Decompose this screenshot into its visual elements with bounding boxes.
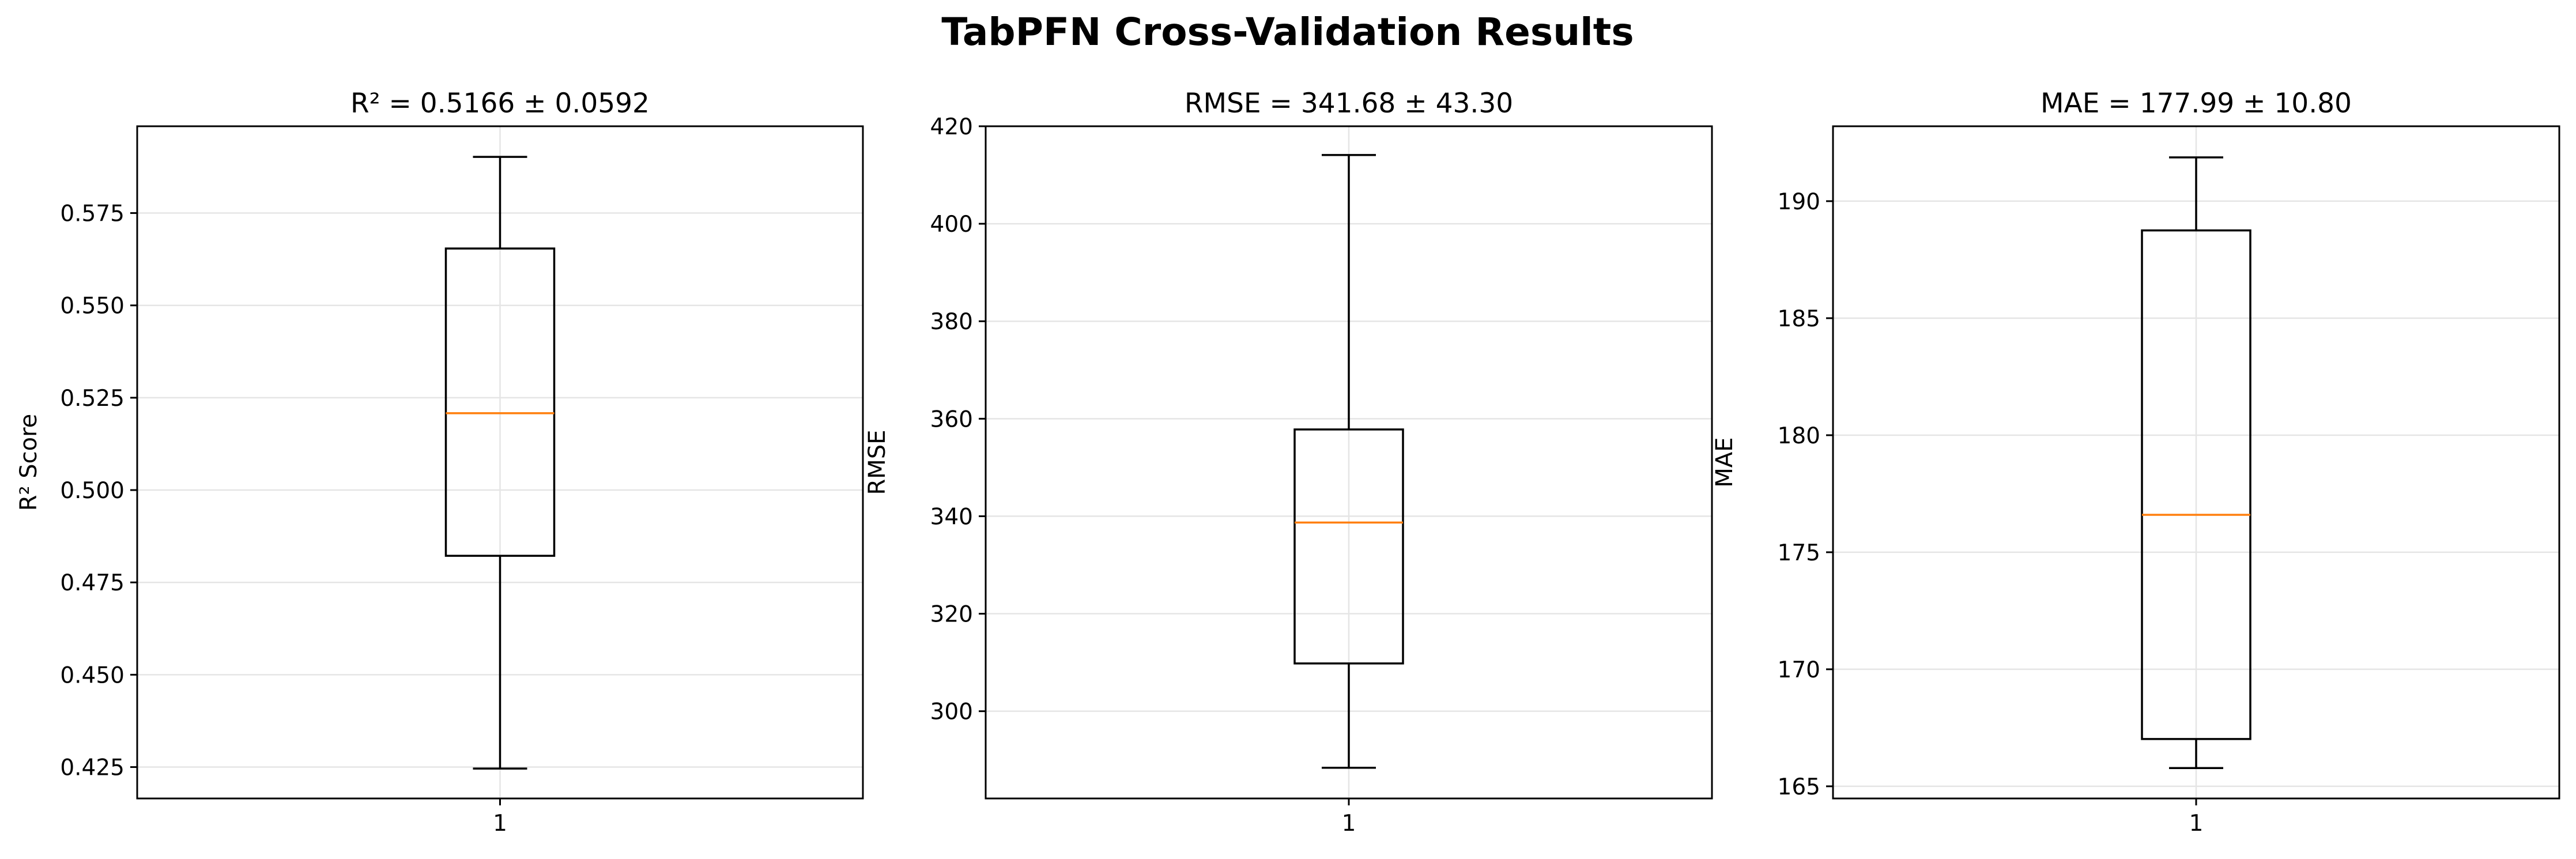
x-tick-label: 1 <box>2189 811 2204 837</box>
y-tick-label: 170 <box>1778 657 1820 683</box>
y-tick-label: 190 <box>1778 189 1820 215</box>
y-tick-label: 420 <box>930 114 973 140</box>
panel-2: 300 320 340 360 380 400 420 1 RMSE = 341.68 ± 43… <box>864 88 1713 837</box>
axes-title: R² = 0.5166 ± 0.0592 <box>350 88 650 119</box>
y-tick-label: 400 <box>930 212 973 238</box>
iqr-box <box>444 247 556 557</box>
y-tick-label: 380 <box>930 309 973 335</box>
y-axis-label: RMSE <box>864 430 891 495</box>
y-tick-label: 185 <box>1778 306 1820 332</box>
y-tick-label: 300 <box>930 699 973 725</box>
axes-title: RMSE = 341.68 ± 43.30 <box>1185 88 1513 119</box>
y-tick-label: 320 <box>930 602 973 628</box>
x-tick-label: 1 <box>1342 811 1356 837</box>
y-tick-label: 175 <box>1778 540 1820 566</box>
figure-title: TabPFN Cross-Validation Results <box>941 10 1634 54</box>
iqr-box <box>1293 428 1404 665</box>
y-tick-label: 0.475 <box>60 570 125 596</box>
y-tick-label: 360 <box>930 406 973 432</box>
x-tick-label: 1 <box>493 811 507 837</box>
y-tick-label: 0.550 <box>60 293 125 319</box>
y-tick-label: 340 <box>930 504 973 530</box>
panel-1: 0.425 0.450 0.475 0.500 0.525 0.550 0.575 1 R² =… <box>16 88 864 837</box>
panel-3: 165 170 175 180 185 190 1 MAE = 177.99 ± 10.80 M… <box>1711 88 2560 837</box>
y-tick-label: 0.525 <box>60 386 125 412</box>
y-tick-label: 0.425 <box>60 755 125 781</box>
iqr-box <box>2141 229 2251 740</box>
y-axis-label: MAE <box>1711 437 1738 487</box>
y-tick-label: 165 <box>1778 774 1820 800</box>
y-tick-label: 0.575 <box>60 201 125 227</box>
y-axis-label: R² Score <box>16 414 42 511</box>
y-tick-label: 0.450 <box>60 662 125 688</box>
y-tick-label: 0.500 <box>60 478 125 504</box>
axes-title: MAE = 177.99 ± 10.80 <box>2041 88 2352 119</box>
y-tick-label: 180 <box>1778 423 1820 449</box>
